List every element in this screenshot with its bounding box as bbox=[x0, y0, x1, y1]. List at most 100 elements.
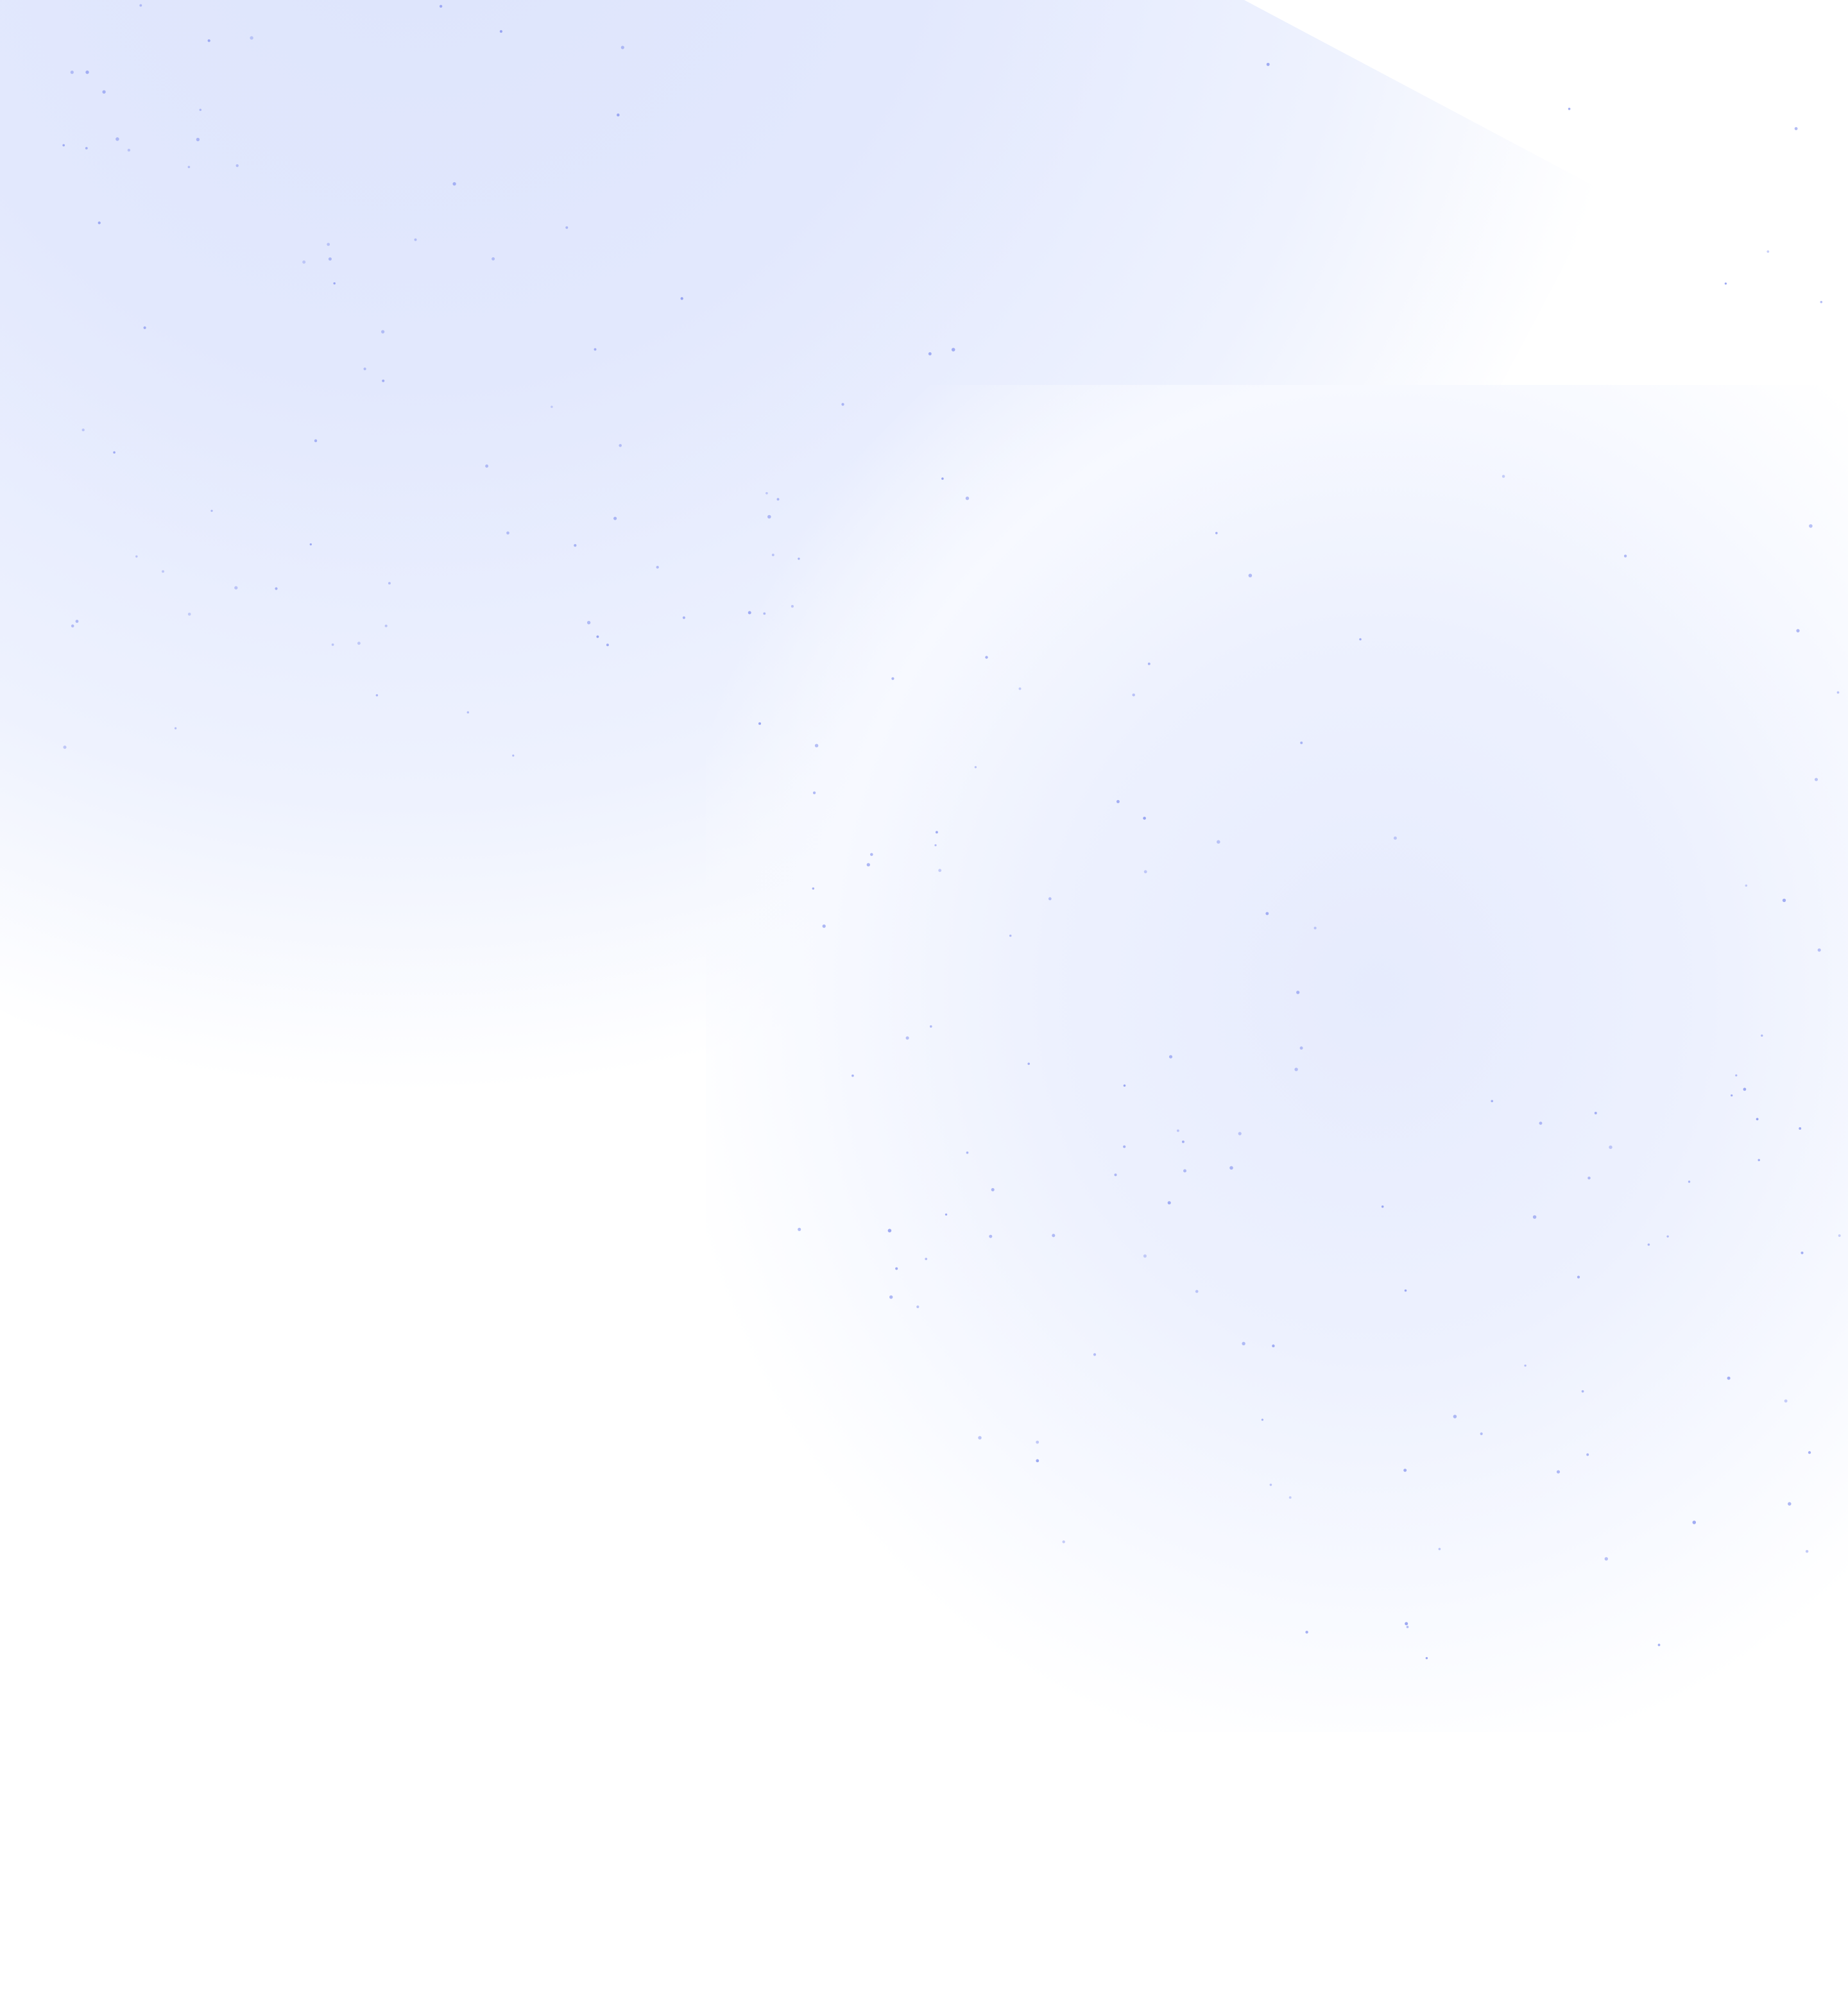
particle-dot bbox=[384, 624, 388, 627]
particle-dot bbox=[1817, 948, 1821, 952]
particle-dot bbox=[1581, 1390, 1584, 1393]
particle-dot bbox=[333, 282, 336, 285]
particle-dot bbox=[1480, 1432, 1483, 1435]
particle-dot bbox=[1657, 1644, 1661, 1646]
particle-dot bbox=[586, 620, 591, 625]
particle-dot bbox=[1036, 1440, 1040, 1444]
particle-dot bbox=[210, 509, 213, 512]
particle-dot bbox=[187, 612, 191, 616]
particle-dot bbox=[314, 439, 318, 443]
particle-dot bbox=[1261, 1418, 1264, 1421]
particle-dot bbox=[574, 543, 577, 547]
particle-dot bbox=[941, 477, 944, 480]
particle-dot bbox=[680, 297, 683, 300]
particle-dot bbox=[1288, 1496, 1292, 1499]
particle-dot bbox=[85, 70, 89, 74]
particle-dot bbox=[1756, 1118, 1759, 1121]
particle-dot bbox=[1502, 475, 1505, 478]
particle-dot bbox=[767, 515, 771, 519]
particle-dot bbox=[207, 39, 210, 42]
particle-dot bbox=[1294, 1068, 1298, 1071]
particle-dot bbox=[763, 612, 766, 615]
particle-dot bbox=[791, 605, 794, 608]
particle-dot bbox=[748, 611, 751, 615]
particle-dot bbox=[1731, 1094, 1733, 1097]
particle-dot bbox=[1604, 1557, 1608, 1561]
particle-dot bbox=[1027, 1062, 1030, 1065]
particle-dot bbox=[327, 243, 330, 246]
particle-dot bbox=[925, 1257, 928, 1261]
particle-dot bbox=[1406, 1626, 1409, 1628]
particle-dot bbox=[1183, 1169, 1186, 1173]
particle-dot bbox=[841, 403, 844, 406]
particle-dot bbox=[381, 330, 385, 334]
particle-dot bbox=[891, 677, 894, 680]
particle-dot bbox=[1814, 778, 1818, 781]
particle-dot bbox=[135, 555, 138, 558]
particle-dot bbox=[1692, 1520, 1697, 1524]
particle-dot bbox=[309, 543, 312, 546]
particle-dot bbox=[492, 257, 495, 260]
particle-dot bbox=[1168, 1055, 1173, 1059]
particle-dot bbox=[1799, 1127, 1802, 1130]
particle-dot bbox=[1215, 532, 1218, 534]
particle-dot bbox=[1836, 691, 1840, 694]
particle-dot bbox=[895, 1267, 898, 1270]
particle-dot bbox=[1272, 1344, 1275, 1348]
particle-dot bbox=[1403, 1468, 1407, 1472]
particle-dot bbox=[388, 582, 391, 585]
particle-dot bbox=[551, 405, 553, 408]
particle-dot bbox=[1782, 898, 1786, 903]
particle-dot bbox=[1796, 629, 1800, 633]
particle-dot bbox=[656, 565, 659, 569]
particle-dot bbox=[1265, 912, 1269, 915]
particle-dot bbox=[798, 1227, 801, 1231]
particle-dot bbox=[174, 727, 177, 729]
particle-dot bbox=[1229, 1166, 1233, 1170]
particle-dot bbox=[812, 887, 815, 890]
particle-dot bbox=[1238, 1132, 1242, 1136]
particle-dot bbox=[966, 1151, 969, 1154]
particle-dot bbox=[1794, 127, 1798, 130]
particle-dot bbox=[1735, 1074, 1738, 1077]
particle-dot bbox=[234, 586, 238, 590]
particle-dot bbox=[1767, 250, 1770, 253]
particle-dot bbox=[1647, 1243, 1650, 1246]
particle-dot bbox=[1623, 554, 1627, 558]
particle-dot bbox=[822, 924, 826, 928]
particle-dot bbox=[1296, 991, 1300, 994]
particle-dot bbox=[965, 497, 970, 500]
particle-dot bbox=[565, 226, 569, 229]
particle-dot bbox=[63, 745, 67, 749]
particle-dot bbox=[466, 711, 470, 714]
particle-dot bbox=[851, 1074, 854, 1077]
particle-dot bbox=[1305, 1630, 1308, 1634]
particle-dot bbox=[1556, 1470, 1561, 1474]
particle-dot bbox=[1381, 1205, 1384, 1208]
particle-dot bbox=[978, 1436, 982, 1440]
particle-dot bbox=[619, 444, 622, 447]
particle-dot bbox=[596, 635, 599, 638]
particle-dot bbox=[1018, 687, 1022, 690]
particle-dot bbox=[1093, 1353, 1097, 1356]
particle-dot bbox=[869, 853, 873, 856]
particle-dot bbox=[771, 554, 774, 556]
particle-dot bbox=[1805, 1549, 1809, 1553]
particle-dot bbox=[776, 498, 780, 501]
particle-dot bbox=[928, 352, 932, 355]
particle-dot bbox=[102, 90, 106, 94]
particle-dot bbox=[196, 137, 200, 142]
particle-dot bbox=[1116, 800, 1120, 803]
particle-dot bbox=[328, 257, 332, 261]
particle-dot bbox=[620, 46, 624, 49]
particle-dot bbox=[302, 260, 306, 264]
particle-dot bbox=[866, 863, 870, 867]
particle-dot bbox=[499, 30, 502, 33]
particle-dot bbox=[945, 1213, 948, 1216]
particle-dot bbox=[1784, 1399, 1788, 1403]
particle-dot bbox=[951, 348, 955, 352]
particle-dot bbox=[1242, 1341, 1245, 1345]
particle-dot bbox=[916, 1305, 920, 1309]
